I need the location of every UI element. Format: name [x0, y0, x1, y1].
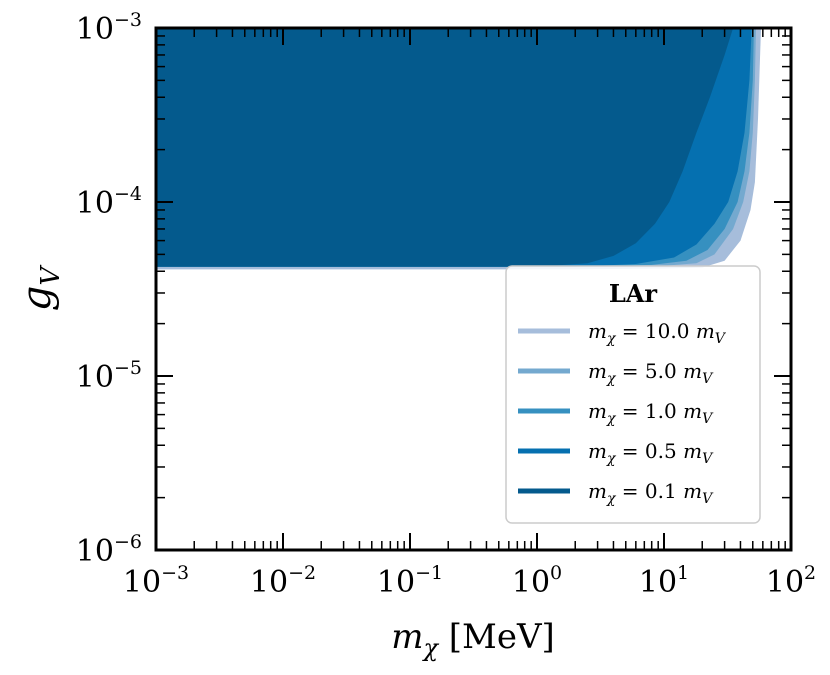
legend-title: LAr [609, 279, 657, 308]
exclusion-regions [156, 28, 761, 270]
x-axis-title: mχ [MeV] [391, 617, 555, 662]
x-tick-label: 10−2 [250, 562, 316, 600]
y-axis-title: gV [14, 265, 66, 312]
exclusion-region-5 [156, 28, 734, 267]
x-tick-label: 10−1 [377, 562, 443, 600]
y-tick-label: 10−5 [76, 357, 142, 395]
legend-label: mχ = 1.0 mV [588, 399, 714, 427]
legend-label: mχ = 5.0 mV [588, 359, 714, 387]
y-tick-label: 10−4 [76, 183, 142, 221]
x-tick-label: 10−3 [123, 562, 189, 600]
x-tick-label: 100 [512, 562, 562, 600]
x-tick-labels: 10−3 10−2 10−1 100 101 102 [123, 562, 816, 600]
y-tick-labels: 10−6 10−5 10−4 10−3 [76, 9, 142, 569]
legend-entries: mχ = 10.0 mV mχ = 5.0 mV mχ = 1.0 mV mχ = 0… [518, 319, 727, 507]
legend-label: mχ = 10.0 mV [588, 319, 727, 347]
y-tick-label: 10−3 [76, 9, 142, 47]
legend-label: mχ = 0.1 mV [588, 479, 714, 507]
legend-label: mχ = 0.5 mV [588, 439, 714, 467]
y-tick-label: 10−6 [76, 531, 142, 569]
x-tick-label: 102 [766, 562, 816, 600]
x-tick-label: 101 [639, 562, 689, 600]
plot-frame [154, 26, 793, 552]
